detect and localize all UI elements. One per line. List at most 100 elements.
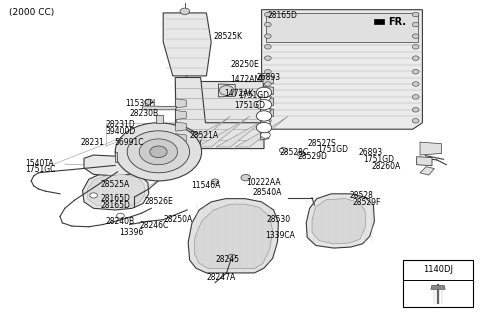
Text: 1153CH: 1153CH [125, 99, 155, 108]
Polygon shape [261, 118, 269, 128]
Circle shape [145, 99, 153, 104]
Polygon shape [87, 174, 145, 208]
Circle shape [180, 8, 190, 15]
Polygon shape [235, 116, 288, 147]
Text: 11546A: 11546A [192, 181, 221, 190]
Polygon shape [84, 155, 142, 176]
Circle shape [261, 120, 270, 126]
Circle shape [256, 99, 272, 110]
Polygon shape [374, 19, 384, 24]
Circle shape [412, 119, 419, 123]
Circle shape [264, 69, 271, 74]
Circle shape [261, 95, 270, 101]
Text: 28527S: 28527S [307, 139, 336, 148]
Circle shape [261, 132, 270, 138]
Text: 28231: 28231 [81, 138, 105, 147]
Circle shape [150, 146, 167, 158]
Text: 28526E: 28526E [145, 197, 174, 206]
Polygon shape [420, 142, 442, 155]
Circle shape [412, 12, 419, 17]
Text: 28165D: 28165D [268, 11, 298, 20]
Circle shape [264, 34, 271, 38]
Circle shape [241, 174, 251, 181]
Polygon shape [306, 194, 374, 248]
Text: 28246C: 28246C [139, 221, 168, 230]
Text: 28165D: 28165D [101, 201, 131, 210]
Polygon shape [263, 76, 274, 84]
Polygon shape [312, 199, 366, 244]
Circle shape [412, 95, 419, 99]
Text: 56991C: 56991C [114, 138, 144, 147]
Circle shape [90, 193, 97, 198]
Polygon shape [175, 78, 264, 149]
Text: 1472AK: 1472AK [225, 89, 254, 98]
Circle shape [261, 107, 270, 114]
Text: 1751GC: 1751GC [25, 165, 55, 174]
Text: 1751GD: 1751GD [363, 155, 395, 164]
Text: 13396: 13396 [119, 228, 144, 237]
Text: 26893: 26893 [359, 148, 383, 157]
Polygon shape [263, 109, 274, 117]
Circle shape [297, 151, 305, 156]
Polygon shape [142, 106, 177, 110]
Polygon shape [163, 13, 211, 76]
Text: 28230B: 28230B [130, 109, 159, 118]
Polygon shape [176, 110, 186, 120]
Polygon shape [176, 134, 186, 143]
Circle shape [264, 95, 271, 99]
Text: 1472AM: 1472AM [230, 75, 262, 84]
Text: 1751GD: 1751GD [234, 101, 265, 110]
Text: (2000 CC): (2000 CC) [9, 8, 54, 17]
Polygon shape [431, 286, 445, 289]
Text: 28165D: 28165D [101, 194, 131, 203]
Polygon shape [261, 105, 269, 115]
Text: 28521A: 28521A [190, 131, 219, 140]
Text: 1751GD: 1751GD [317, 145, 348, 154]
Text: 28525A: 28525A [101, 180, 130, 189]
Polygon shape [262, 10, 422, 129]
Circle shape [256, 87, 272, 98]
Text: 10222AA: 10222AA [246, 178, 281, 187]
Polygon shape [156, 115, 163, 123]
Circle shape [219, 86, 234, 95]
Circle shape [117, 213, 124, 218]
Text: 28529F: 28529F [353, 198, 381, 207]
Text: 28245: 28245 [215, 255, 239, 264]
Text: 1540TA: 1540TA [25, 159, 54, 168]
Circle shape [412, 69, 419, 74]
Circle shape [264, 22, 271, 27]
Text: 28529D: 28529D [298, 152, 327, 161]
Polygon shape [266, 13, 418, 42]
Polygon shape [420, 167, 434, 175]
Text: 28240B: 28240B [106, 217, 135, 226]
Circle shape [264, 119, 271, 123]
Polygon shape [263, 87, 274, 95]
Polygon shape [176, 122, 186, 131]
Polygon shape [188, 199, 278, 273]
Circle shape [115, 123, 202, 181]
Text: 28528: 28528 [349, 191, 373, 200]
Circle shape [412, 56, 419, 60]
Text: 28525K: 28525K [214, 32, 242, 41]
Polygon shape [216, 116, 269, 147]
Text: 39400D: 39400D [106, 127, 136, 136]
Text: 28250A: 28250A [163, 215, 192, 224]
Polygon shape [261, 93, 269, 103]
Polygon shape [175, 123, 202, 149]
Text: 1140DJ: 1140DJ [423, 266, 453, 274]
Text: 28540A: 28540A [252, 188, 282, 197]
Circle shape [412, 34, 419, 38]
Polygon shape [175, 81, 263, 147]
Circle shape [264, 56, 271, 60]
Polygon shape [197, 116, 250, 147]
Circle shape [279, 148, 287, 153]
Polygon shape [218, 84, 235, 97]
Circle shape [256, 111, 272, 121]
Text: 1751GD: 1751GD [239, 91, 270, 100]
FancyBboxPatch shape [403, 260, 473, 307]
Text: 26893: 26893 [257, 73, 281, 82]
Circle shape [412, 45, 419, 49]
Polygon shape [194, 204, 273, 269]
Circle shape [412, 108, 419, 112]
Text: 28250E: 28250E [230, 60, 259, 69]
